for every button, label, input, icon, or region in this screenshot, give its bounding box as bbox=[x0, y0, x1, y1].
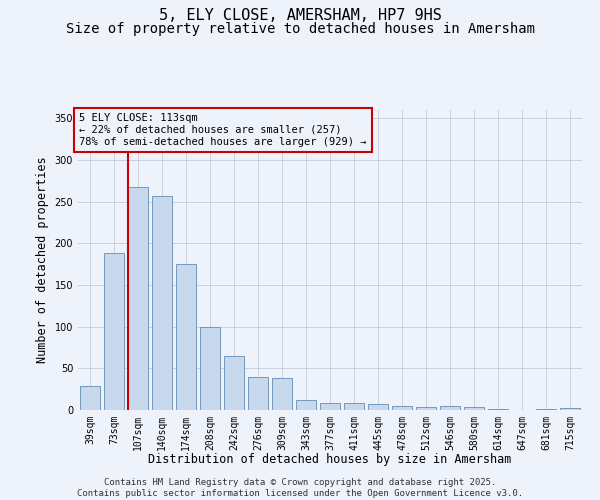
Bar bbox=[392, 406, 412, 410]
Bar bbox=[416, 406, 436, 410]
Text: 5 ELY CLOSE: 113sqm
← 22% of detached houses are smaller (257)
78% of semi-detac: 5 ELY CLOSE: 113sqm ← 22% of detached ho… bbox=[79, 114, 367, 146]
Bar bbox=[296, 400, 316, 410]
Bar bbox=[80, 386, 100, 410]
Bar bbox=[152, 196, 172, 410]
Bar bbox=[536, 409, 556, 410]
Text: Distribution of detached houses by size in Amersham: Distribution of detached houses by size … bbox=[148, 452, 512, 466]
Bar bbox=[248, 376, 268, 410]
Bar bbox=[344, 404, 364, 410]
Bar bbox=[176, 264, 196, 410]
Text: Contains HM Land Registry data © Crown copyright and database right 2025.
Contai: Contains HM Land Registry data © Crown c… bbox=[77, 478, 523, 498]
Bar bbox=[104, 254, 124, 410]
Bar bbox=[464, 406, 484, 410]
Bar bbox=[224, 356, 244, 410]
Bar bbox=[272, 378, 292, 410]
Bar bbox=[128, 186, 148, 410]
Bar bbox=[200, 326, 220, 410]
Bar bbox=[560, 408, 580, 410]
Bar bbox=[320, 404, 340, 410]
Text: Size of property relative to detached houses in Amersham: Size of property relative to detached ho… bbox=[65, 22, 535, 36]
Bar bbox=[440, 406, 460, 410]
Bar bbox=[368, 404, 388, 410]
Y-axis label: Number of detached properties: Number of detached properties bbox=[36, 156, 49, 364]
Bar bbox=[488, 409, 508, 410]
Text: 5, ELY CLOSE, AMERSHAM, HP7 9HS: 5, ELY CLOSE, AMERSHAM, HP7 9HS bbox=[158, 8, 442, 22]
